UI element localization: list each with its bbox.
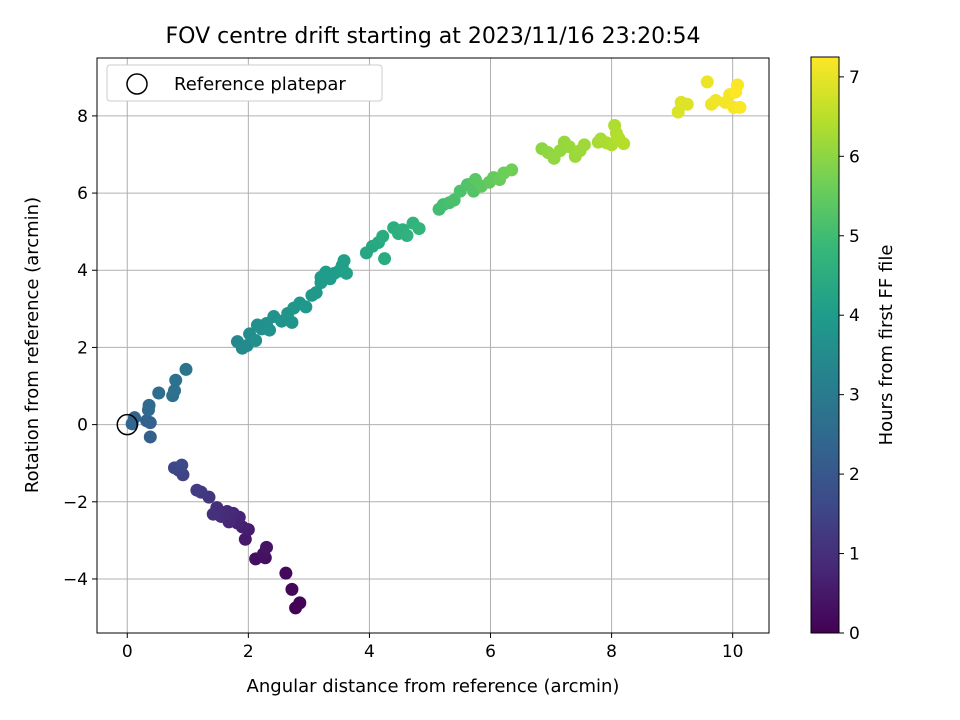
colorbar-tick-label: 3 — [849, 386, 860, 406]
y-tick-label: −4 — [63, 570, 88, 590]
scatter-points — [116, 75, 747, 615]
reference-platepar-marker — [116, 413, 139, 436]
y-tick-label: −2 — [63, 493, 88, 513]
scatter-point — [400, 229, 414, 243]
scatter-point — [733, 100, 747, 114]
colorbar-label: Hours from first FF file — [876, 245, 897, 446]
scatter-point — [206, 507, 220, 521]
scatter-point — [285, 582, 299, 596]
colorbar-tick-label: 6 — [849, 147, 860, 167]
x-tick-label: 4 — [364, 642, 375, 662]
legend: Reference platepar — [106, 64, 383, 102]
scatter-point — [617, 137, 631, 151]
scatter-point — [709, 93, 723, 107]
y-tick-label: 0 — [77, 416, 88, 436]
grid — [97, 58, 769, 633]
colorbar-tick-label: 2 — [849, 465, 860, 485]
scatter-point — [125, 417, 139, 431]
scatter-point — [285, 315, 299, 329]
scatter-point — [577, 138, 591, 152]
x-tick-label: 8 — [606, 642, 617, 662]
scatter-point — [700, 75, 714, 89]
scatter-point — [179, 362, 193, 376]
colorbar-gradient — [810, 56, 840, 634]
x-axis-ticks: 0 2 4 6 8 10 — [122, 633, 744, 662]
colorbar-tick-label: 1 — [849, 545, 860, 565]
scatter-point — [378, 252, 392, 266]
x-axis-label: Angular distance from reference (arcmin) — [247, 676, 620, 697]
scatter-point — [376, 229, 390, 243]
x-tick-label: 0 — [122, 642, 133, 662]
y-axis-label: Rotation from reference (arcmin) — [22, 197, 43, 493]
legend-box — [106, 64, 383, 102]
colorbar-ticks: 0 1 2 3 4 5 6 7 — [839, 68, 860, 644]
scatter-point — [142, 398, 156, 412]
x-tick-label: 10 — [722, 642, 744, 662]
y-tick-label: 6 — [77, 184, 88, 204]
plot-frame — [96, 57, 770, 634]
scatter-point — [167, 384, 181, 398]
scatter-point — [505, 163, 519, 177]
scatter-point — [143, 430, 157, 444]
scatter-point — [190, 483, 204, 497]
scatter-point — [279, 566, 293, 580]
scatter-point — [729, 85, 743, 99]
scatter-point — [337, 254, 351, 268]
scatter-point — [263, 323, 277, 337]
scatter-point — [339, 266, 353, 280]
x-tick-label: 2 — [243, 642, 254, 662]
scatter-point — [680, 97, 694, 111]
legend-marker-reference — [126, 73, 148, 95]
scatter-point — [169, 373, 183, 387]
scatter-point — [152, 386, 166, 400]
scatter-point — [293, 596, 307, 610]
x-tick-label: 6 — [485, 642, 496, 662]
chart-title: FOV centre drift starting at 2023/11/16 … — [166, 24, 701, 49]
scatter-point — [175, 458, 189, 472]
colorbar-tick-label: 5 — [849, 227, 860, 247]
scatter-point — [260, 540, 274, 554]
scatter-point — [562, 140, 576, 154]
colorbar: 0 1 2 3 4 5 6 7 Hours from first FF file — [810, 56, 897, 644]
colorbar-tick-label: 7 — [849, 68, 860, 88]
colorbar-tick-label: 0 — [849, 624, 860, 644]
scatter-point — [309, 286, 323, 300]
y-tick-label: 2 — [77, 338, 88, 358]
y-tick-label: 8 — [77, 107, 88, 127]
scatter-point — [140, 414, 154, 428]
y-axis-ticks: −4 −2 0 2 4 6 8 — [63, 107, 97, 590]
y-tick-label: 4 — [77, 261, 88, 281]
scatter-point — [299, 300, 313, 314]
scatter-point — [412, 222, 426, 236]
colorbar-tick-label: 4 — [849, 306, 860, 326]
legend-label-reference: Reference platepar — [174, 74, 346, 95]
scatter-point — [249, 333, 263, 347]
